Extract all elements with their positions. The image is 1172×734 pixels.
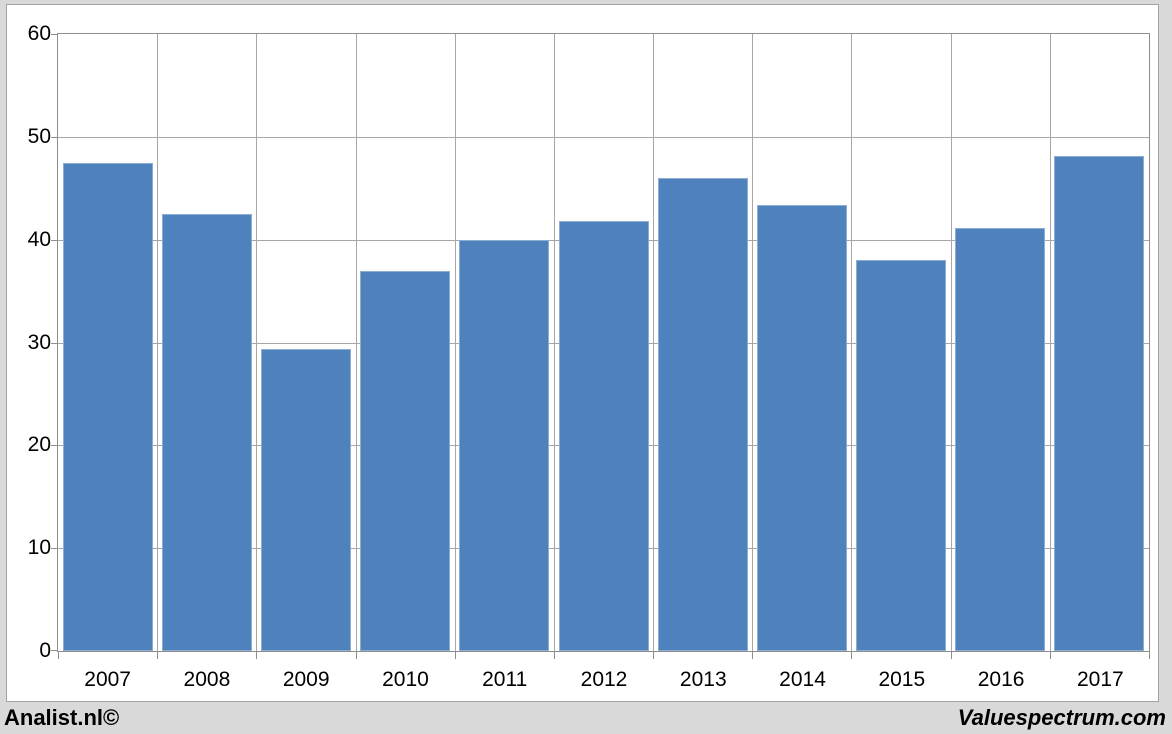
footer: Analist.nl© Valuespectrum.com bbox=[0, 702, 1172, 734]
bar-2016 bbox=[955, 228, 1046, 651]
x-axis-tick bbox=[157, 652, 159, 659]
x-axis-tick bbox=[58, 652, 59, 659]
bar-2007 bbox=[62, 162, 153, 651]
x-axis-label: 2007 bbox=[84, 668, 131, 691]
y-axis-tick bbox=[51, 239, 57, 241]
x-axis-label: 2009 bbox=[282, 668, 330, 691]
plot-area bbox=[51, 33, 1150, 659]
y-axis-tick bbox=[51, 34, 57, 35]
x-axis-tick bbox=[851, 652, 853, 659]
y-axis-label: 10 bbox=[27, 536, 51, 560]
x-axis-tick bbox=[355, 652, 357, 659]
x-axis-label: 2015 bbox=[878, 668, 926, 691]
x-axis-label: 2017 bbox=[1077, 668, 1124, 691]
x-axis-tick bbox=[1049, 652, 1051, 659]
bar-2014 bbox=[756, 204, 847, 651]
bar-2011 bbox=[459, 239, 550, 651]
x-axis-label: 2011 bbox=[482, 668, 528, 691]
x-axis-tick bbox=[454, 652, 456, 659]
x-axis-tick bbox=[752, 652, 754, 659]
v-gridline bbox=[1049, 34, 1051, 651]
y-axis-tick bbox=[51, 342, 57, 344]
chart-area: 0 10 20 30 40 50 60 2007 2008 2009 2010 2011 2012 20… bbox=[6, 4, 1159, 702]
x-axis-label: 2016 bbox=[977, 668, 1025, 691]
x-axis: 2007 2008 2009 2010 2011 2012 2013 2014 2015 2016… bbox=[58, 666, 1150, 696]
footer-right-brand: Valuespectrum.com bbox=[957, 705, 1166, 730]
y-axis-tick bbox=[51, 445, 57, 447]
y-axis-tick bbox=[51, 136, 57, 138]
bar-2008 bbox=[161, 213, 252, 651]
h-gridline bbox=[58, 136, 1149, 138]
bar-2009 bbox=[260, 348, 351, 651]
v-gridline bbox=[653, 34, 655, 651]
v-gridline bbox=[355, 34, 357, 651]
x-axis-label: 2008 bbox=[183, 668, 231, 691]
v-gridline bbox=[950, 34, 952, 651]
x-axis-label: 2013 bbox=[679, 668, 727, 691]
x-axis-tick bbox=[256, 652, 258, 659]
bar-2012 bbox=[558, 221, 649, 651]
y-axis-label: 60 bbox=[27, 22, 51, 45]
y-axis-label: 50 bbox=[27, 124, 51, 148]
bar-2010 bbox=[360, 270, 451, 651]
x-axis-label: 2012 bbox=[580, 668, 628, 691]
v-gridline bbox=[553, 34, 555, 651]
x-axis-tick bbox=[653, 652, 655, 659]
v-gridline bbox=[851, 34, 853, 651]
bar-2015 bbox=[856, 260, 947, 651]
bar-2013 bbox=[657, 177, 748, 651]
v-gridline bbox=[157, 34, 159, 651]
x-axis-tick bbox=[553, 652, 555, 659]
x-axis-tick bbox=[950, 652, 952, 659]
y-axis-label: 0 bbox=[39, 639, 51, 662]
bar-2017 bbox=[1054, 156, 1145, 651]
y-axis-label: 40 bbox=[27, 227, 51, 251]
x-axis-label: 2010 bbox=[382, 668, 429, 691]
v-gridline bbox=[752, 34, 754, 651]
v-gridline bbox=[256, 34, 258, 651]
y-axis-label: 30 bbox=[27, 330, 51, 354]
y-axis-tick bbox=[51, 548, 57, 550]
footer-left-brand: Analist.nl© bbox=[4, 705, 120, 730]
y-axis-label: 20 bbox=[27, 433, 51, 457]
y-axis: 0 10 20 30 40 50 60 bbox=[7, 5, 51, 701]
v-gridline bbox=[454, 34, 456, 651]
x-axis-tick bbox=[1149, 652, 1150, 659]
x-axis-label: 2014 bbox=[779, 668, 826, 691]
y-axis-tick bbox=[51, 650, 57, 651]
